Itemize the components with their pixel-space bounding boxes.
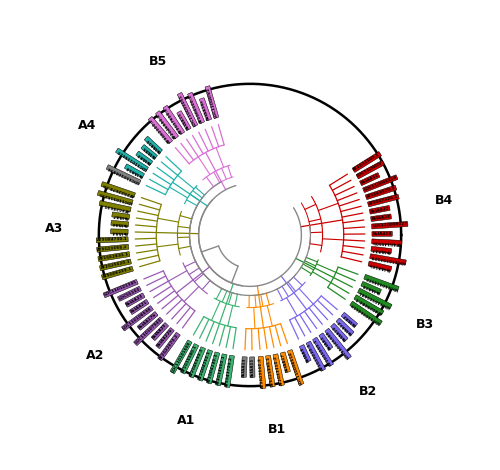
Text: AT4G14550b: AT4G14550b xyxy=(372,239,402,245)
Text: AT2G22670.2b: AT2G22670.2b xyxy=(102,182,135,197)
Text: BsIAA17: BsIAA17 xyxy=(281,352,290,372)
Text: AT5G57420.1: AT5G57420.1 xyxy=(368,195,398,206)
Text: BsIAA20: BsIAA20 xyxy=(371,214,391,221)
Text: BsIAA25: BsIAA25 xyxy=(152,323,168,340)
Text: A1: A1 xyxy=(177,415,195,427)
Text: BsIAA33: BsIAA33 xyxy=(372,247,391,253)
Text: BsIAA5: BsIAA5 xyxy=(142,145,157,159)
Text: BsIAA14: BsIAA14 xyxy=(125,164,144,177)
Text: BsIAA10: BsIAA10 xyxy=(331,324,347,341)
Text: LOC110095419: LOC110095419 xyxy=(363,175,398,192)
Text: BsIAA3: BsIAA3 xyxy=(136,152,152,164)
Text: A3: A3 xyxy=(44,222,62,235)
Text: AT4G29080.1: AT4G29080.1 xyxy=(354,296,383,314)
Text: B1: B1 xyxy=(268,423,286,436)
Text: BsIAA31: BsIAA31 xyxy=(360,173,380,185)
Text: AT2G25620.1: AT2G25620.1 xyxy=(100,259,131,270)
Text: LOC110105388: LOC110105388 xyxy=(326,329,350,359)
Text: BsIAA16b: BsIAA16b xyxy=(368,262,392,271)
Text: LOC110108598: LOC110108598 xyxy=(122,306,153,330)
Text: BsIAA13: BsIAA13 xyxy=(242,357,246,377)
Text: AT5G65670.3: AT5G65670.3 xyxy=(366,186,396,199)
Text: LOC110093051: LOC110093051 xyxy=(178,93,197,126)
Text: BsIAA22: BsIAA22 xyxy=(370,206,390,213)
Text: BsIAA12: BsIAA12 xyxy=(336,319,353,335)
Text: AT3G17600.1: AT3G17600.1 xyxy=(164,106,184,134)
Text: BsIAA15: BsIAA15 xyxy=(178,111,190,130)
Text: LOC110099227: LOC110099227 xyxy=(372,222,408,228)
Text: AT5G25890.1: AT5G25890.1 xyxy=(266,356,274,387)
Text: AT5G06200.1: AT5G06200.1 xyxy=(102,267,133,279)
Text: B4: B4 xyxy=(434,195,452,207)
Text: A4: A4 xyxy=(78,118,96,132)
Text: AT1G15580.1: AT1G15580.1 xyxy=(181,344,198,374)
Text: BsIAA7: BsIAA7 xyxy=(112,212,129,219)
Text: AT1G04100.1: AT1G04100.1 xyxy=(188,93,204,123)
Text: AT1G52830.1: AT1G52830.1 xyxy=(98,252,130,261)
Text: A2: A2 xyxy=(86,350,104,362)
Text: BsIAA16: BsIAA16 xyxy=(145,137,162,153)
Text: BsIAA23: BsIAA23 xyxy=(126,294,144,306)
Text: B3: B3 xyxy=(416,318,434,331)
Text: AT5G43700.2: AT5G43700.2 xyxy=(226,356,234,387)
Text: LOC55103: LOC55103 xyxy=(118,287,141,301)
Text: LOC110101345: LOC110101345 xyxy=(104,280,138,297)
Text: B5: B5 xyxy=(148,55,167,68)
Text: LOC110103109: LOC110103109 xyxy=(370,254,406,264)
Text: AT3G23050.2: AT3G23050.2 xyxy=(97,245,128,252)
Text: BsIAA22b: BsIAA22b xyxy=(156,328,174,348)
Text: AT1G04240.1: AT1G04240.1 xyxy=(207,352,219,384)
Text: AT1G15050.1: AT1G15050.1 xyxy=(313,338,333,366)
Text: LOC110098514: LOC110098514 xyxy=(288,350,303,384)
Text: BsIAA21: BsIAA21 xyxy=(130,300,148,314)
Text: LOC110107943: LOC110107943 xyxy=(134,318,162,345)
Text: AT2G33310.2: AT2G33310.2 xyxy=(274,354,284,385)
Text: AT3G62100.1: AT3G62100.1 xyxy=(149,117,172,143)
Text: BsIAA17b: BsIAA17b xyxy=(138,312,158,329)
Text: LOC110115295: LOC110115295 xyxy=(98,191,132,204)
Text: BsIAA2: BsIAA2 xyxy=(342,313,357,327)
Text: BsIAA11: BsIAA11 xyxy=(250,357,254,377)
Text: AT1G19220.1: AT1G19220.1 xyxy=(306,342,325,371)
Text: LOC110101681: LOC110101681 xyxy=(358,289,392,308)
Text: AT2G46990.3: AT2G46990.3 xyxy=(190,347,205,377)
Text: LOC110101568: LOC110101568 xyxy=(170,341,192,373)
Text: AT4G14550.1: AT4G14550.1 xyxy=(353,152,381,172)
Text: BsIAA18: BsIAA18 xyxy=(372,232,392,236)
Text: AT2G22670.2: AT2G22670.2 xyxy=(158,333,180,360)
Text: LOC110164519: LOC110164519 xyxy=(350,302,382,325)
Text: BsIAA1: BsIAA1 xyxy=(320,334,332,349)
Text: AT3G23030.3: AT3G23030.3 xyxy=(258,357,266,388)
Text: BsIAA19: BsIAA19 xyxy=(362,282,381,293)
Text: LOC110115613: LOC110115613 xyxy=(116,149,148,171)
Text: AT4G14560.1: AT4G14560.1 xyxy=(216,354,226,385)
Text: AT3G84730.1: AT3G84730.1 xyxy=(96,237,128,243)
Text: BsIAA4: BsIAA4 xyxy=(111,229,128,234)
Text: AT1G04250.1: AT1G04250.1 xyxy=(198,350,212,381)
Text: AT2G46990.1: AT2G46990.1 xyxy=(156,111,178,139)
Text: BsIAA16c: BsIAA16c xyxy=(200,98,211,120)
Text: LOC110GEIV: LOC110GEIV xyxy=(356,161,384,178)
Text: AT4G28640.1: AT4G28640.1 xyxy=(100,201,130,212)
Text: B2: B2 xyxy=(359,385,378,399)
Text: LOC110115572: LOC110115572 xyxy=(364,275,398,290)
Text: LOC110GEIV2: LOC110GEIV2 xyxy=(206,86,218,118)
Text: LOC110108836: LOC110108836 xyxy=(107,165,140,184)
Text: BsIAA6: BsIAA6 xyxy=(112,221,128,227)
Text: BsIAA9: BsIAA9 xyxy=(300,345,310,362)
